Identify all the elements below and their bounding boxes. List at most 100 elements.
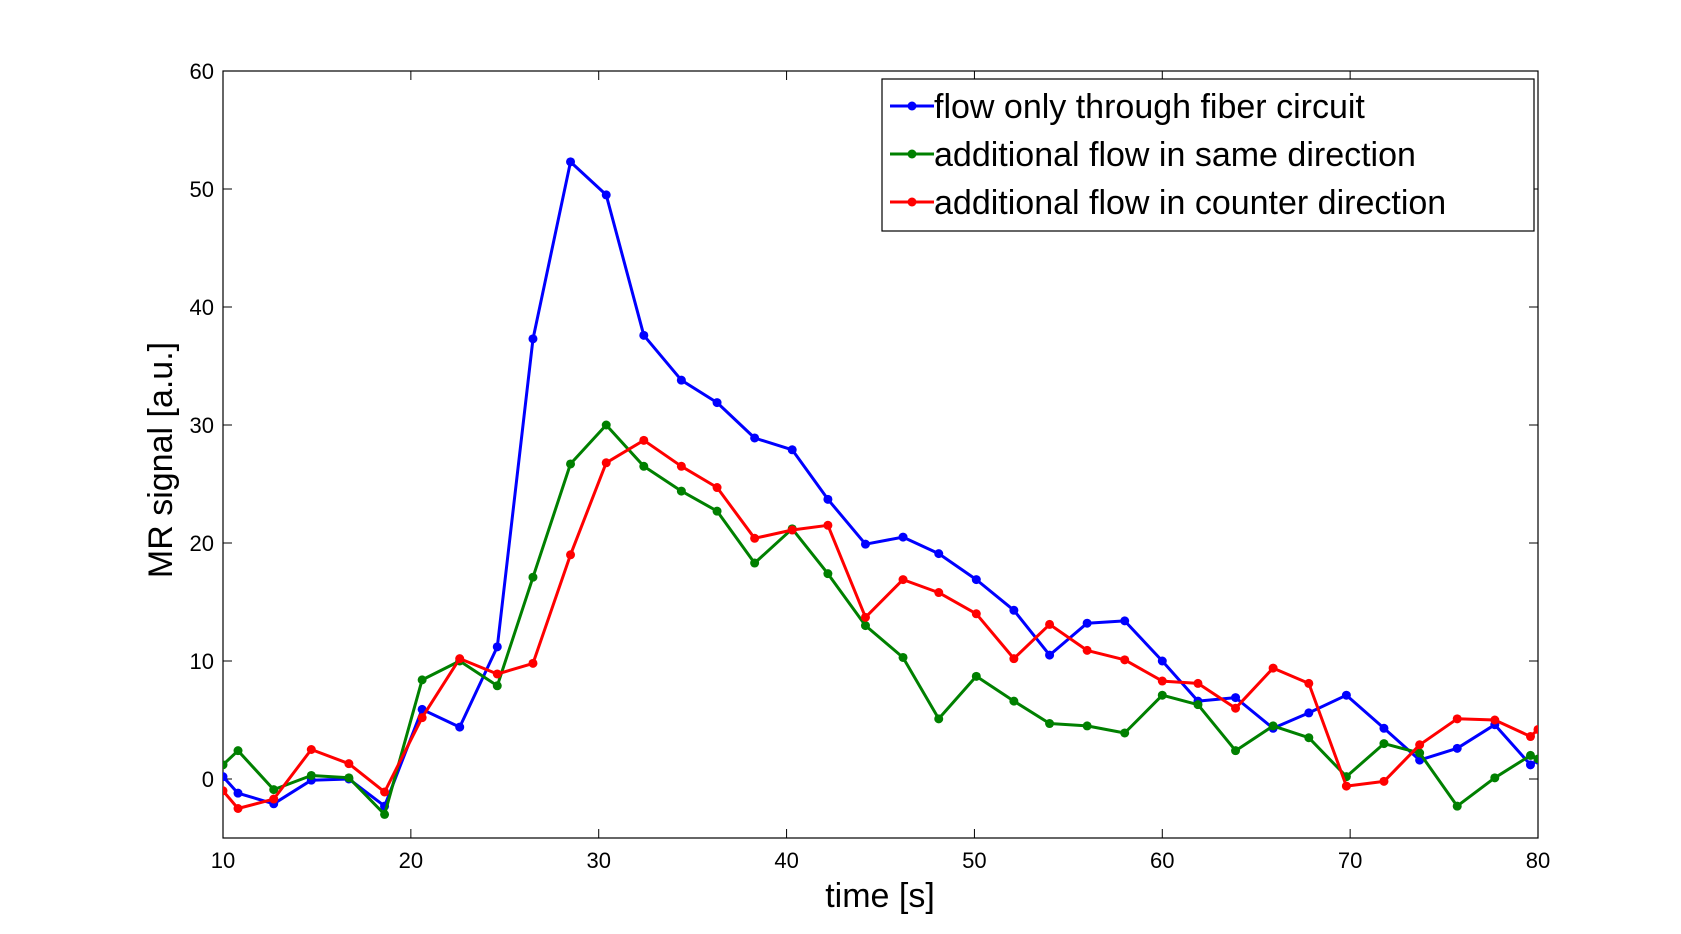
data-point [1082, 721, 1092, 731]
data-point [1415, 740, 1425, 750]
series-group [223, 157, 1538, 819]
data-point [380, 809, 390, 819]
data-point [1193, 700, 1203, 710]
data-point [1120, 655, 1130, 665]
data-point [566, 550, 576, 560]
data-point [528, 572, 538, 582]
data-point [823, 520, 833, 530]
data-point [1082, 645, 1092, 655]
data-point [601, 458, 611, 468]
data-point [639, 435, 649, 445]
data-point [528, 658, 538, 668]
data-point [934, 714, 944, 724]
data-point [492, 642, 502, 652]
data-point [233, 788, 243, 798]
data-point [971, 671, 981, 681]
data-point [528, 334, 538, 344]
data-point [1525, 732, 1535, 742]
data-point [639, 461, 649, 471]
x-tick-label: 50 [962, 848, 986, 873]
x-axis-label: time [s] [825, 877, 935, 915]
y-tick-label: 50 [190, 177, 214, 202]
x-tick-label: 80 [1526, 848, 1550, 873]
data-point [1379, 776, 1389, 786]
data-point [1045, 719, 1055, 729]
data-point [566, 459, 576, 469]
data-point [712, 398, 722, 408]
data-point [1157, 690, 1167, 700]
series-line [223, 160, 1538, 808]
data-point [1009, 654, 1019, 664]
x-tick-label: 10 [211, 848, 235, 873]
y-tick-label: 30 [190, 413, 214, 438]
data-point [971, 575, 981, 585]
legend-label: flow only through fiber circuit [934, 88, 1365, 126]
data-point [1009, 605, 1019, 615]
data-point [601, 190, 611, 200]
legend-swatch-marker [907, 101, 917, 111]
series-3 [223, 435, 1538, 813]
data-point [676, 486, 686, 496]
data-point [1231, 703, 1241, 713]
data-point [223, 760, 228, 770]
data-point [1304, 733, 1314, 743]
y-tick-label: 60 [190, 59, 214, 84]
legend-swatch-marker [907, 197, 917, 207]
data-point [306, 770, 316, 780]
data-point [233, 746, 243, 756]
y-tick-label: 40 [190, 295, 214, 320]
data-point [1082, 618, 1092, 628]
data-point [269, 785, 279, 795]
data-point [1304, 708, 1314, 718]
data-point [898, 652, 908, 662]
data-point [455, 722, 465, 732]
data-point [1533, 724, 1538, 734]
data-point [417, 675, 427, 685]
data-point [455, 654, 465, 664]
data-point [1045, 650, 1055, 660]
data-point [898, 575, 908, 585]
data-point [1525, 750, 1535, 760]
data-point [712, 483, 722, 493]
legend-swatch-marker [907, 149, 917, 159]
data-point [750, 533, 760, 543]
legend-label: additional flow in counter direction [934, 184, 1446, 222]
data-point [1231, 693, 1241, 703]
data-point [566, 157, 576, 167]
data-point [223, 786, 228, 796]
y-tick-label: 0 [202, 767, 214, 792]
data-point [1452, 801, 1462, 811]
data-point [1009, 696, 1019, 706]
data-point [492, 669, 502, 679]
x-tick-label: 70 [1338, 848, 1362, 873]
legend: flow only through fiber circuit additiona… [881, 78, 1535, 232]
series-line [223, 438, 1538, 810]
data-point [934, 549, 944, 559]
data-point [1525, 760, 1535, 770]
data-point [750, 433, 760, 443]
data-point [1379, 739, 1389, 749]
data-point [823, 569, 833, 579]
data-point [417, 713, 427, 723]
data-point [1120, 728, 1130, 738]
legend-item: additional flow in same direction [890, 136, 1416, 174]
y-tick-label: 20 [190, 531, 214, 556]
ticks: 10 20 30 40 50 60 70 80 0 10 20 30 40 50 60 [190, 59, 1551, 873]
legend-box [881, 78, 1535, 232]
data-point [1231, 746, 1241, 756]
data-point [787, 445, 797, 455]
data-point [269, 794, 279, 804]
data-point [1268, 721, 1278, 731]
y-tick-label: 10 [190, 649, 214, 674]
data-point [1452, 714, 1462, 724]
data-point [823, 494, 833, 504]
data-point [787, 525, 797, 535]
data-point [639, 330, 649, 340]
data-point [306, 745, 316, 754]
data-point [233, 804, 243, 813]
data-point [1379, 723, 1389, 733]
data-point [1120, 616, 1130, 626]
data-point [860, 539, 870, 549]
